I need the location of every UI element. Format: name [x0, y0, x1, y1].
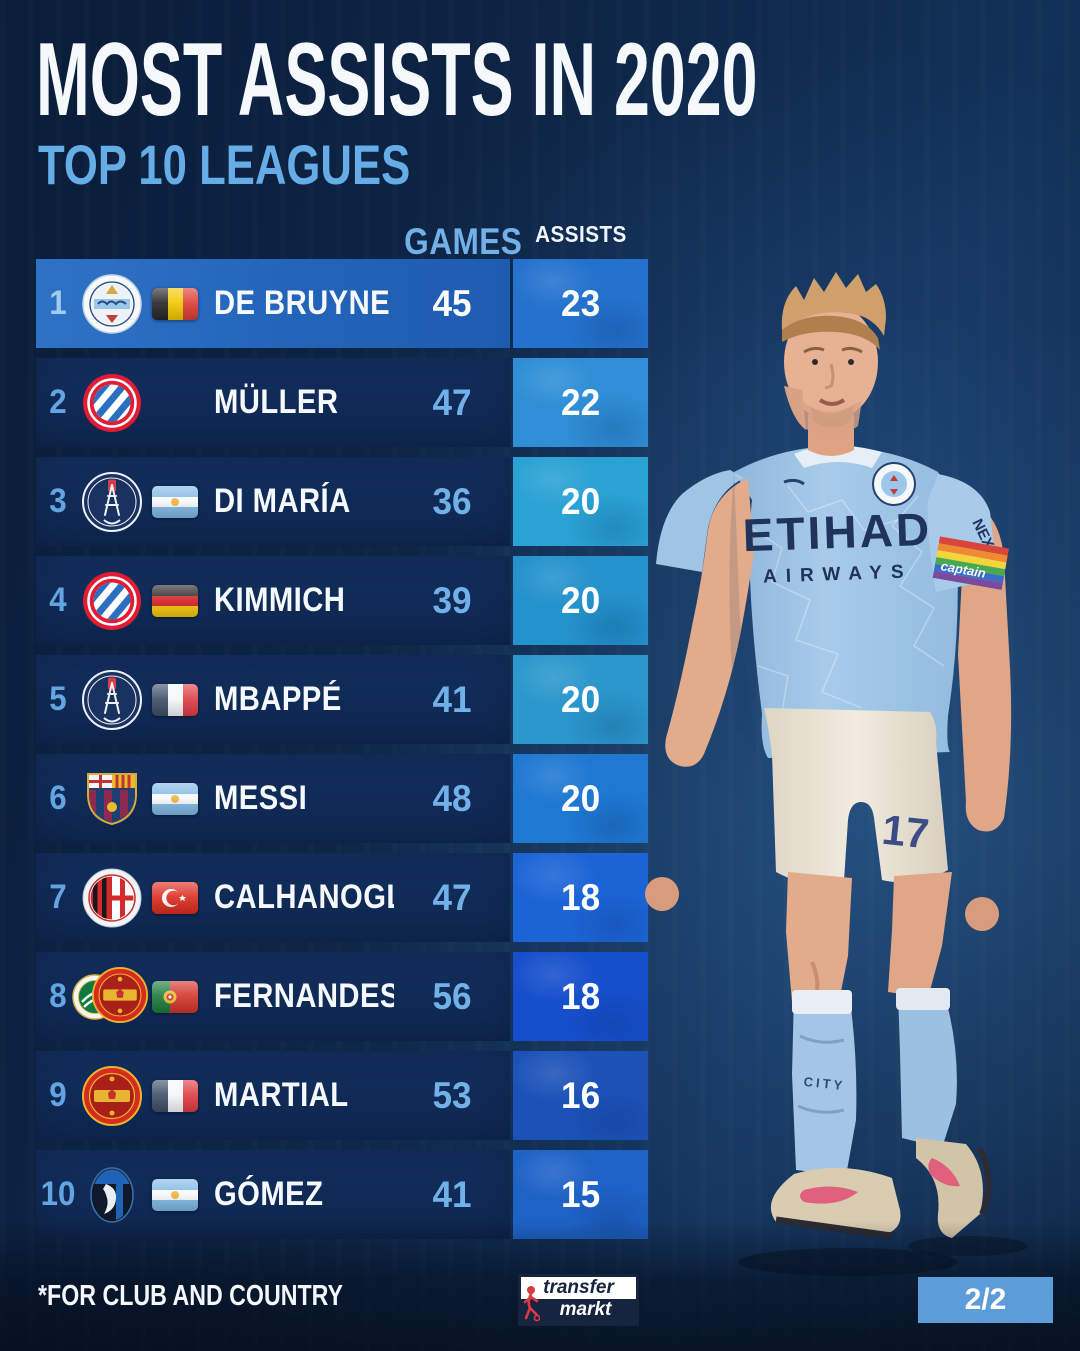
- table-row: 10 GÓMEZ 41: [36, 1150, 510, 1239]
- assists-cell: 16: [513, 1051, 648, 1140]
- player-name: CALHANOGLU: [214, 878, 394, 916]
- assists-cell: 18: [513, 952, 648, 1041]
- rank-label: 7: [49, 878, 67, 916]
- table-row: 6 MESSI 48: [36, 754, 510, 843]
- games-value: 47: [432, 381, 472, 423]
- games-value: 47: [432, 876, 472, 918]
- player-name: DI MARÍA: [214, 482, 351, 520]
- player-name: MÜLLER: [214, 383, 339, 421]
- table-row: 8 FERNANDES 56: [36, 952, 510, 1041]
- club-badge-psg: [80, 470, 144, 534]
- player-name: MESSI: [214, 779, 308, 817]
- player-name: DE BRUYNE: [214, 284, 391, 322]
- games-value: 45: [432, 282, 472, 324]
- footnote: *FOR CLUB AND COUNTRY: [38, 1280, 344, 1312]
- club-badge-ac-milan: [80, 866, 144, 930]
- rank-label: 8: [49, 977, 67, 1015]
- flag-argentina: [144, 1178, 206, 1211]
- transfermarkt-logo[interactable]: transfer markt: [518, 1274, 639, 1326]
- games-value: 36: [432, 480, 472, 522]
- flag-france: [144, 683, 206, 716]
- club-badge-man-united: [80, 1064, 144, 1128]
- page-title: MOST ASSISTS IN 2020: [36, 22, 758, 138]
- shorts-number: 17: [880, 806, 931, 858]
- table-row: 9 MARTIAL 53: [36, 1051, 510, 1140]
- page-indicator[interactable]: 2/2: [918, 1277, 1053, 1323]
- rank-label: 5: [49, 680, 67, 718]
- assists-cell: 20: [513, 754, 648, 843]
- games-value: 48: [432, 777, 472, 819]
- rank-label: 10: [40, 1175, 76, 1213]
- rank-label: 2: [49, 383, 67, 421]
- table-row: 4 KIMMICH 39: [36, 556, 510, 645]
- assists-cell: 22: [513, 358, 648, 447]
- table-row: 5 MBAPPÉ 41: [36, 655, 510, 744]
- assists-cell: 20: [513, 655, 648, 744]
- club-badge-man-united: [92, 966, 148, 1028]
- games-value: 41: [432, 1173, 472, 1215]
- kicker-figure-icon: [523, 1286, 540, 1322]
- flag-argentina: [144, 782, 206, 815]
- club-badge-manchester-city: [80, 272, 144, 336]
- flag-belgium: [144, 287, 206, 320]
- club-badge-psg: [80, 668, 144, 732]
- flag-argentina: [144, 485, 206, 518]
- page-subtitle: TOP 10 LEAGUES: [38, 133, 411, 196]
- player-name: MBAPPÉ: [214, 680, 342, 718]
- club-badge-bayern-munich: [80, 569, 144, 633]
- club-badge-barcelona: [80, 767, 144, 831]
- player-name: FERNANDES: [214, 977, 394, 1015]
- flag-portugal: [144, 980, 206, 1013]
- transfermarkt-wordmark-top: transfer: [521, 1277, 636, 1299]
- shirt-sponsor-text: ETIHAD: [742, 503, 933, 562]
- rank-label: 3: [49, 482, 67, 520]
- player-name: MARTIAL: [214, 1076, 349, 1114]
- column-header-games: GAMES: [404, 221, 523, 262]
- transfermarkt-wordmark-bottom: markt: [521, 1299, 636, 1323]
- rank-label: 4: [49, 581, 67, 619]
- assists-cell: 18: [513, 853, 648, 942]
- flag-turkey: [144, 881, 206, 914]
- column-header-assists: ASSISTS: [535, 221, 627, 247]
- flag-germany: [144, 584, 206, 617]
- player-name: KIMMICH: [214, 581, 346, 619]
- games-value: 41: [432, 678, 472, 720]
- player-name: GÓMEZ: [214, 1175, 324, 1213]
- club-badges-sporting-man-united: [72, 965, 148, 1029]
- table-row: 1 DE BRUYNE 45: [36, 259, 510, 348]
- games-value: 53: [432, 1074, 472, 1116]
- player-photo-de-bruyne: NEXEN captain ETIHAD AIRWAYS: [598, 246, 1080, 1288]
- club-badge-atalanta: [80, 1163, 144, 1227]
- rank-label: 1: [49, 284, 67, 322]
- assists-cell: 20: [513, 457, 648, 546]
- assists-cell: 15: [513, 1150, 648, 1239]
- shirt-sponsor-subtext: AIRWAYS: [763, 561, 913, 587]
- table-row: 7 CALHANOGLU 47: [36, 853, 510, 942]
- rank-label: 6: [49, 779, 67, 817]
- assists-cell: 20: [513, 556, 648, 645]
- rank-label: 9: [49, 1076, 67, 1114]
- club-badge-bayern-munich: [80, 371, 144, 435]
- assists-cell: 23: [513, 259, 648, 348]
- table-row: 3 DI MARÍA 36: [36, 457, 510, 546]
- sock-text: CITY: [803, 1074, 846, 1093]
- games-value: 56: [432, 975, 472, 1017]
- flag-france: [144, 1079, 206, 1112]
- table-row: 2 MÜLLER 47: [36, 358, 510, 447]
- games-value: 39: [432, 579, 472, 621]
